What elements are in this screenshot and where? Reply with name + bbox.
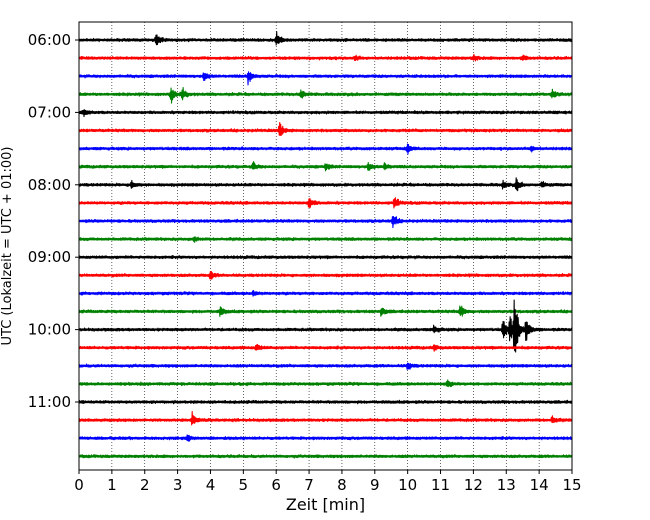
trace-1030	[78, 362, 573, 370]
y-tick-label: 08:00	[28, 176, 71, 194]
x-tick-label: 13	[497, 476, 516, 494]
trace-1000	[78, 299, 573, 353]
trace-0815	[78, 197, 573, 209]
plot-frame	[78, 21, 573, 471]
trace-0600	[78, 31, 573, 46]
trace-0700	[78, 109, 573, 118]
x-axis-label: Zeit [min]	[286, 495, 365, 514]
x-tick-label: 1	[107, 476, 117, 494]
x-tick-label: 2	[140, 476, 150, 494]
trace-0830	[78, 216, 573, 229]
trace-0930	[78, 289, 573, 297]
trace-0745	[78, 161, 573, 172]
y-tick-label: 09:00	[28, 248, 71, 266]
y-axis: 06:00 07:00 08:00 09:00 10:00 11:00	[28, 31, 79, 411]
trace-1115	[78, 410, 573, 426]
trace-1045	[78, 379, 573, 388]
trace-group	[78, 31, 573, 459]
trace-1130	[78, 434, 573, 442]
x-tick-label: 10	[398, 476, 417, 494]
trace-1145	[78, 454, 573, 459]
trace-1100	[78, 399, 573, 405]
y-axis-label: UTC (Lokalzeit = UTC + 01:00)	[0, 147, 15, 346]
x-axis: 0 1 2 3 4 5 6 7 8 9 10 11 12 13 14 15	[74, 470, 582, 494]
y-tick-label: 10:00	[28, 321, 71, 339]
trace-0915	[78, 270, 573, 280]
x-tick-label: 3	[173, 476, 183, 494]
x-tick-label: 14	[530, 476, 549, 494]
x-tick-label: 15	[562, 476, 581, 494]
trace-1015	[78, 343, 573, 352]
trace-0945	[78, 305, 573, 317]
x-tick-label: 0	[74, 476, 84, 494]
trace-0630	[78, 71, 573, 86]
y-tick-label: 06:00	[28, 31, 71, 49]
trace-0845	[78, 236, 573, 243]
trace-0800	[78, 177, 573, 192]
x-tick-label: 7	[304, 476, 314, 494]
x-tick-label: 4	[206, 476, 216, 494]
x-tick-label: 5	[239, 476, 249, 494]
trace-0900	[78, 254, 573, 260]
trace-0615	[78, 53, 573, 62]
x-tick-label: 12	[464, 476, 483, 494]
y-tick-label: 11:00	[28, 393, 71, 411]
trace-0715	[78, 122, 573, 137]
x-tick-label: 11	[431, 476, 450, 494]
trace-0730	[78, 143, 573, 155]
x-tick-label: 6	[271, 476, 281, 494]
trace-0645	[78, 86, 573, 104]
x-tick-label: 9	[370, 476, 380, 494]
x-tick-label: 8	[337, 476, 347, 494]
y-tick-label: 07:00	[28, 103, 71, 121]
